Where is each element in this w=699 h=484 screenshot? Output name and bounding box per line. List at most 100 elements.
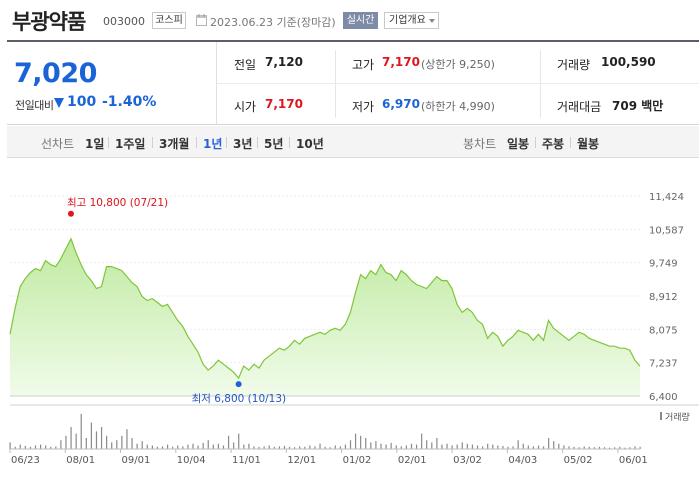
current-price: 7,020 [14, 58, 97, 89]
stat-volume: 거래량 100,590 [540, 42, 699, 83]
y-tick-label: 9,749 [649, 259, 678, 270]
price-chart[interactable]: 11,424 10,587 9,749 8,912 8,075 7,237 6,400 최고… [0, 170, 699, 484]
volume-bar [95, 431, 98, 449]
volume-bar [202, 442, 204, 449]
volume-bar [85, 438, 87, 449]
change-label: 전일대비 [15, 99, 54, 112]
tab-period-selected[interactable]: 1년 [203, 137, 223, 151]
stat-sub: (상한가 9,250) [421, 58, 495, 71]
stat-value: 709 백만 [612, 99, 664, 113]
tab-period[interactable]: 1일 [85, 137, 105, 151]
stat-open: 시가 7,170 [217, 84, 335, 125]
x-tick-label: 09/01 [122, 455, 151, 466]
volume-bar [527, 445, 529, 449]
volume-bar [395, 445, 397, 449]
volume-bar [80, 413, 82, 449]
tab-candle[interactable]: 주봉 [542, 137, 565, 151]
volume-bar [55, 446, 57, 449]
tab-candle[interactable]: 일봉 [507, 137, 530, 151]
tab-period[interactable]: 1주일 [115, 137, 146, 151]
tab-divider [257, 137, 258, 148]
tab-period[interactable]: 3개월 [159, 137, 190, 151]
calendar-icon [196, 14, 207, 26]
stat-label: 전일 [234, 58, 257, 72]
down-arrow-icon [54, 98, 64, 108]
stat-prev-close: 전일 7,120 [217, 42, 335, 83]
volume-bar [253, 446, 255, 449]
volume-bar [111, 442, 113, 449]
tab-divider [152, 137, 153, 148]
volume-bar [187, 444, 189, 449]
x-tick-label: 04/03 [508, 455, 537, 466]
volume-bar [238, 433, 240, 449]
stat-trade-value: 거래대금 709 백만 [540, 84, 699, 125]
volume-bar [217, 443, 220, 449]
price-area [10, 238, 640, 396]
x-tick-label: 08/01 [66, 455, 95, 466]
volume-bar [461, 442, 463, 449]
volume-bar [609, 447, 611, 449]
volume-bar [354, 433, 357, 449]
volume-bar [578, 447, 580, 449]
volume-bars: 거래량 [9, 411, 690, 450]
realtime-button[interactable]: 실시간 [343, 12, 378, 29]
volume-bar [278, 446, 280, 449]
volume-bar [385, 444, 387, 449]
stat-label: 시가 [234, 100, 257, 114]
volume-bar [75, 433, 77, 449]
stat-label: 고가 [352, 58, 375, 72]
volume-bar [156, 446, 159, 449]
high-annotation: 최고 10,800 (07/21) [67, 197, 168, 209]
y-tick-label: 6,400 [649, 392, 678, 403]
volume-bar [65, 435, 67, 449]
volume-bar [548, 438, 550, 449]
volume-bar [39, 444, 42, 449]
y-tick-label: 11,424 [649, 192, 684, 203]
x-axis: 06/23 08/01 09/01 10/04 11/01 12/01 01/02 02/01… [9, 449, 648, 466]
volume-bar [553, 441, 555, 449]
stat-value: 7,170 [382, 55, 420, 69]
volume-bar [309, 445, 311, 449]
volume-legend-label: 거래량 [665, 411, 690, 423]
volume-bar [593, 447, 595, 449]
y-tick-label: 8,912 [649, 292, 678, 303]
tab-period[interactable]: 3년 [233, 137, 253, 151]
volume-bar [19, 444, 21, 449]
volume-bar [471, 444, 474, 449]
y-axis: 11,424 10,587 9,749 8,912 8,075 7,237 6,400 [649, 192, 684, 403]
volume-legend-swatch [660, 412, 662, 420]
volume-bar [466, 443, 468, 449]
volume-bar [588, 446, 590, 449]
volume-bar [100, 427, 103, 449]
chart-annotations: 최고 10,800 (07/21) 최저 6,800 (10/13) [67, 197, 286, 405]
stat-value: 100,590 [601, 55, 656, 69]
volume-bar [146, 444, 148, 449]
x-tick-label: 01/02 [343, 455, 372, 466]
tab-candle[interactable]: 월봉 [577, 137, 600, 151]
volume-bar [522, 443, 524, 449]
volume-bar [29, 446, 32, 449]
low-marker [235, 381, 242, 388]
volume-bar [629, 447, 631, 449]
tab-period[interactable]: 5년 [264, 137, 284, 151]
x-tick-label: 10/04 [177, 455, 206, 466]
volume-bar [248, 443, 250, 449]
stat-label: 거래대금 [557, 100, 602, 114]
chart-tab-bar: 선차트 1일 1주일 3개월 1년 3년 5년 10년 봉차트 일봉 주봉 월봉 [7, 126, 699, 158]
volume-bar [517, 440, 519, 449]
volume-bar [436, 438, 438, 449]
volume-bar [563, 445, 565, 449]
tab-divider [196, 137, 197, 148]
volume-bar [263, 446, 265, 449]
volume-bar [268, 445, 270, 449]
price-line [9, 237, 641, 380]
volume-bar [487, 443, 489, 449]
company-overview-button[interactable]: 기업개요 [384, 12, 439, 29]
tab-period[interactable]: 10년 [296, 137, 324, 151]
volume-bar [603, 447, 606, 449]
x-tick-label: 06/01 [619, 455, 648, 466]
date-value: 2023.06.23 [210, 16, 273, 29]
volume-bar [60, 440, 62, 449]
volume-bar [497, 445, 499, 449]
volume-bar [304, 446, 306, 449]
